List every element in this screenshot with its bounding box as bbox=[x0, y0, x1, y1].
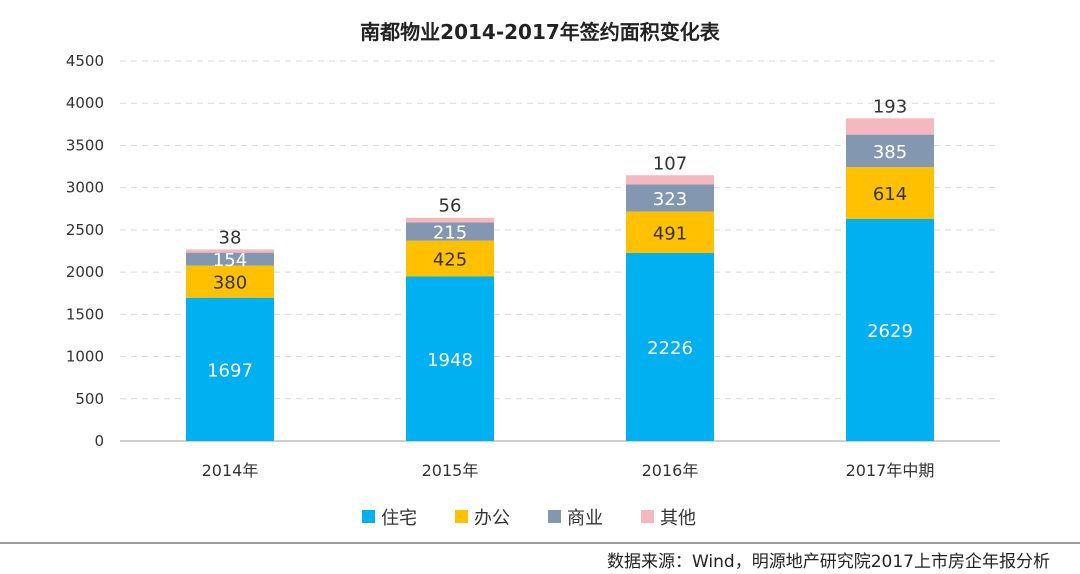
bar-其他 bbox=[626, 175, 714, 185]
source-note: 数据来源：Wind，明源地产研究院2017上市房企年报分析 bbox=[607, 552, 1050, 572]
bar-办公 bbox=[846, 167, 934, 219]
x-tick-label: 2017年中期 bbox=[846, 461, 935, 480]
bar-办公 bbox=[626, 211, 714, 254]
segment-label: 1948 bbox=[427, 350, 473, 371]
bar-商业 bbox=[846, 134, 934, 168]
bar-住宅 bbox=[846, 218, 934, 441]
bar-住宅 bbox=[406, 276, 494, 441]
legend-swatch bbox=[641, 510, 654, 523]
y-tick-label: 2500 bbox=[66, 221, 104, 239]
total-label: 107 bbox=[653, 153, 687, 174]
segment-label: 215 bbox=[433, 223, 467, 244]
segment-label: 323 bbox=[653, 189, 687, 210]
total-label: 38 bbox=[219, 227, 242, 248]
segment-label: 1697 bbox=[207, 360, 253, 381]
bar-商业 bbox=[186, 252, 274, 266]
legend-swatch bbox=[362, 510, 375, 523]
bar-住宅 bbox=[626, 253, 714, 441]
y-tick-label: 3500 bbox=[66, 136, 104, 154]
y-tick-label: 1000 bbox=[66, 348, 104, 366]
legend-label: 商业 bbox=[567, 508, 603, 529]
x-tick-label: 2016年 bbox=[642, 461, 699, 480]
legend-swatch bbox=[548, 510, 561, 523]
segment-label: 380 bbox=[213, 273, 247, 294]
bar-商业 bbox=[406, 222, 494, 241]
segment-label: 385 bbox=[873, 142, 907, 163]
bar-住宅 bbox=[186, 297, 274, 441]
chart-title: 南都物业2014-2017年签约面积变化表 bbox=[360, 20, 721, 44]
segment-label: 2226 bbox=[647, 338, 693, 359]
bar-其他 bbox=[846, 118, 934, 135]
y-tick-label: 1500 bbox=[66, 305, 104, 323]
y-tick-label: 0 bbox=[94, 432, 104, 450]
segment-label: 614 bbox=[873, 184, 907, 205]
bar-其他 bbox=[406, 217, 494, 223]
bars bbox=[186, 118, 934, 441]
x-tick-label: 2014年 bbox=[202, 461, 259, 480]
segment-label: 491 bbox=[653, 223, 687, 244]
segment-label: 154 bbox=[213, 250, 247, 271]
x-axis: 2014年 2015年 2016年 2017年中期 bbox=[202, 461, 935, 480]
y-tick-label: 4500 bbox=[66, 52, 104, 70]
segment-label: 425 bbox=[433, 250, 467, 271]
y-tick-label: 2000 bbox=[66, 263, 104, 281]
y-tick-label: 4000 bbox=[66, 94, 104, 112]
legend: 住宅 办公 商业 其他 bbox=[362, 508, 696, 529]
bar-其他 bbox=[186, 249, 274, 253]
legend-label: 住宅 bbox=[381, 508, 417, 529]
segment-label: 2629 bbox=[867, 321, 913, 342]
y-tick-label: 3000 bbox=[66, 179, 104, 197]
bar-商业 bbox=[626, 184, 714, 212]
total-label: 193 bbox=[873, 96, 907, 117]
total-label: 56 bbox=[439, 196, 462, 217]
legend-swatch bbox=[455, 510, 468, 523]
legend-label: 办公 bbox=[474, 508, 510, 529]
y-tick-label: 500 bbox=[75, 390, 104, 408]
bar-办公 bbox=[406, 240, 494, 277]
legend-label: 其他 bbox=[660, 508, 696, 529]
bar-办公 bbox=[186, 265, 274, 298]
x-tick-label: 2015年 bbox=[422, 461, 479, 480]
